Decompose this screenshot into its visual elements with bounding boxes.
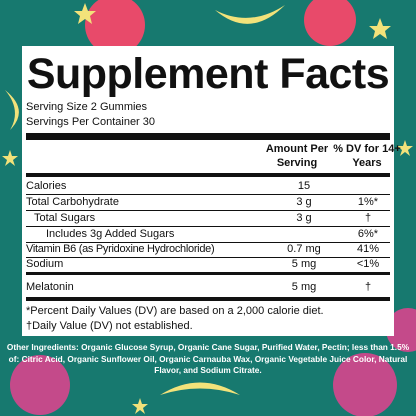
star bbox=[2, 150, 18, 166]
nutrient-row: Total Sugars 3 g † bbox=[26, 211, 390, 227]
nutrient-amount: 5 mg bbox=[291, 281, 317, 293]
servings-per-container: Servings Per Container 30 bbox=[26, 116, 156, 128]
footnote: *Percent Daily Values (DV) are based on … bbox=[26, 305, 324, 317]
nutrient-row: Melatonin 5 mg † bbox=[26, 280, 390, 295]
nutrient-row: Sodium 5 mg <1% bbox=[26, 257, 390, 275]
strawberry bbox=[85, 0, 145, 55]
nutrient-amount: 0.7 mg bbox=[287, 243, 321, 255]
nutrient-name: Sodium bbox=[26, 258, 64, 270]
moon bbox=[215, 5, 285, 24]
nutrient-row: Calories 15 bbox=[26, 179, 390, 195]
nutrient-row: Total Carbohydrate 3 g 1%* bbox=[26, 195, 390, 211]
nutrient-name: Total Carbohydrate bbox=[26, 196, 119, 208]
nutrient-name: Calories bbox=[26, 180, 67, 192]
nutrient-row: Vitamin B6 (as Pyridoxine Hydrochloride)… bbox=[26, 242, 390, 258]
star bbox=[132, 398, 148, 414]
thick-rule bbox=[26, 297, 390, 301]
raspberry bbox=[10, 355, 70, 415]
nutrient-amount: 3 g bbox=[296, 196, 312, 208]
other-ingredients: Other Ingredients: Organic Glucose Syrup… bbox=[6, 342, 410, 375]
nutrient-dv: 1%* bbox=[357, 196, 379, 208]
nutrient-amount: 5 mg bbox=[291, 258, 317, 270]
moon bbox=[160, 382, 240, 395]
thick-rule bbox=[26, 173, 390, 177]
label-title: Supplement Facts bbox=[26, 50, 390, 98]
amount-header: Amount Per Serving bbox=[265, 143, 329, 169]
nutrient-dv: † bbox=[364, 212, 372, 224]
nutrient-amount: 3 g bbox=[296, 212, 312, 224]
star bbox=[74, 3, 96, 24]
nutrient-dv: † bbox=[364, 281, 372, 293]
nutrient-dv: 6%* bbox=[357, 228, 379, 240]
nutrient-name: Vitamin B6 (as Pyridoxine Hydrochloride) bbox=[26, 243, 215, 255]
footnote: †Daily Value (DV) not established. bbox=[26, 320, 193, 332]
moon bbox=[5, 90, 19, 130]
nutrient-name: Includes 3g Added Sugars bbox=[46, 228, 175, 240]
star bbox=[369, 18, 391, 39]
nutrient-dv: <1% bbox=[356, 258, 380, 270]
nutrient-dv: 41% bbox=[356, 243, 380, 255]
supplement-facts-label: Supplement Facts Serving Size 2 Gummies … bbox=[22, 46, 401, 336]
nutrient-name: Melatonin bbox=[26, 281, 74, 293]
nutrient-amount: 15 bbox=[297, 180, 311, 192]
strawberry bbox=[304, 0, 356, 46]
star bbox=[397, 140, 413, 156]
nutrient-name: Total Sugars bbox=[34, 212, 96, 224]
dv-header: % DV for 14+ Years bbox=[333, 143, 401, 169]
raspberry bbox=[333, 353, 397, 416]
thick-rule bbox=[26, 133, 390, 140]
serving-size: Serving Size 2 Gummies bbox=[26, 101, 148, 113]
nutrient-row: Includes 3g Added Sugars 6%* bbox=[26, 227, 390, 243]
